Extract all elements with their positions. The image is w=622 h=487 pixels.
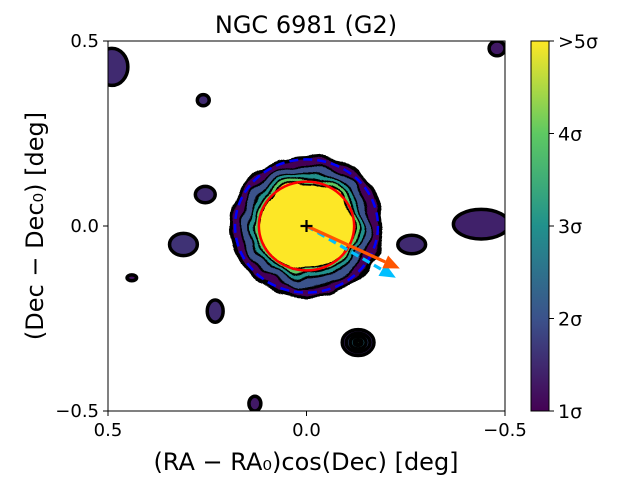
tidal-radius-circle (257, 180, 356, 272)
colorbar-ticks: 1σ 2σ 3σ 4σ >5σ (549, 31, 598, 423)
orbit-direction-arrow-head (378, 263, 396, 278)
y-axis: −0.5 0.0 0.5 (55, 31, 108, 422)
colorbar-tick-label: 3σ (558, 216, 582, 238)
y-tick-label: 0.0 (70, 216, 99, 237)
density-blob (195, 92, 211, 108)
density-blob (125, 273, 139, 283)
x-tick-label: −0.5 (483, 420, 527, 441)
y-tick-label: 0.5 (70, 31, 99, 52)
density-blob (396, 233, 428, 256)
density-blob (451, 207, 505, 241)
x-axis-label: (RA − RA₀)cos(Dec) [deg] (153, 448, 458, 476)
x-tick-label: 0.0 (292, 420, 321, 441)
colorbar-tick-label: 2σ (558, 309, 582, 331)
colorbar-tick-label: 1σ (558, 401, 582, 423)
density-blob (167, 231, 200, 258)
y-tick-label: −0.5 (55, 401, 99, 422)
outer-radius-circle (233, 158, 380, 294)
density-blob (205, 298, 225, 324)
colorbar-tick-label: >5σ (558, 31, 598, 53)
density-blob (108, 46, 130, 88)
density-blob (354, 339, 362, 346)
colorbar: 1σ 2σ 3σ 4σ >5σ (530, 31, 598, 423)
density-blob (193, 184, 217, 205)
plot-area (107, 40, 506, 412)
x-tick-label: 0.5 (94, 420, 123, 441)
density-blob (247, 394, 263, 411)
x-axis: 0.5 0.0 −0.5 (94, 411, 527, 441)
cluster-center-marker (300, 220, 313, 232)
proper-motion-arrow-head (382, 255, 400, 269)
colorbar-gradient (530, 40, 550, 412)
colorbar-tick-label: 4σ (558, 124, 582, 146)
density-blob (487, 41, 505, 58)
y-axis-label: (Dec − Dec₀) [deg] (21, 112, 49, 340)
overlays (233, 158, 400, 294)
proper-motion-arrow-shaft (305, 224, 386, 264)
chart-title: NGC 6981 (G2) (215, 11, 397, 39)
proper-motion-arrow (305, 224, 400, 269)
